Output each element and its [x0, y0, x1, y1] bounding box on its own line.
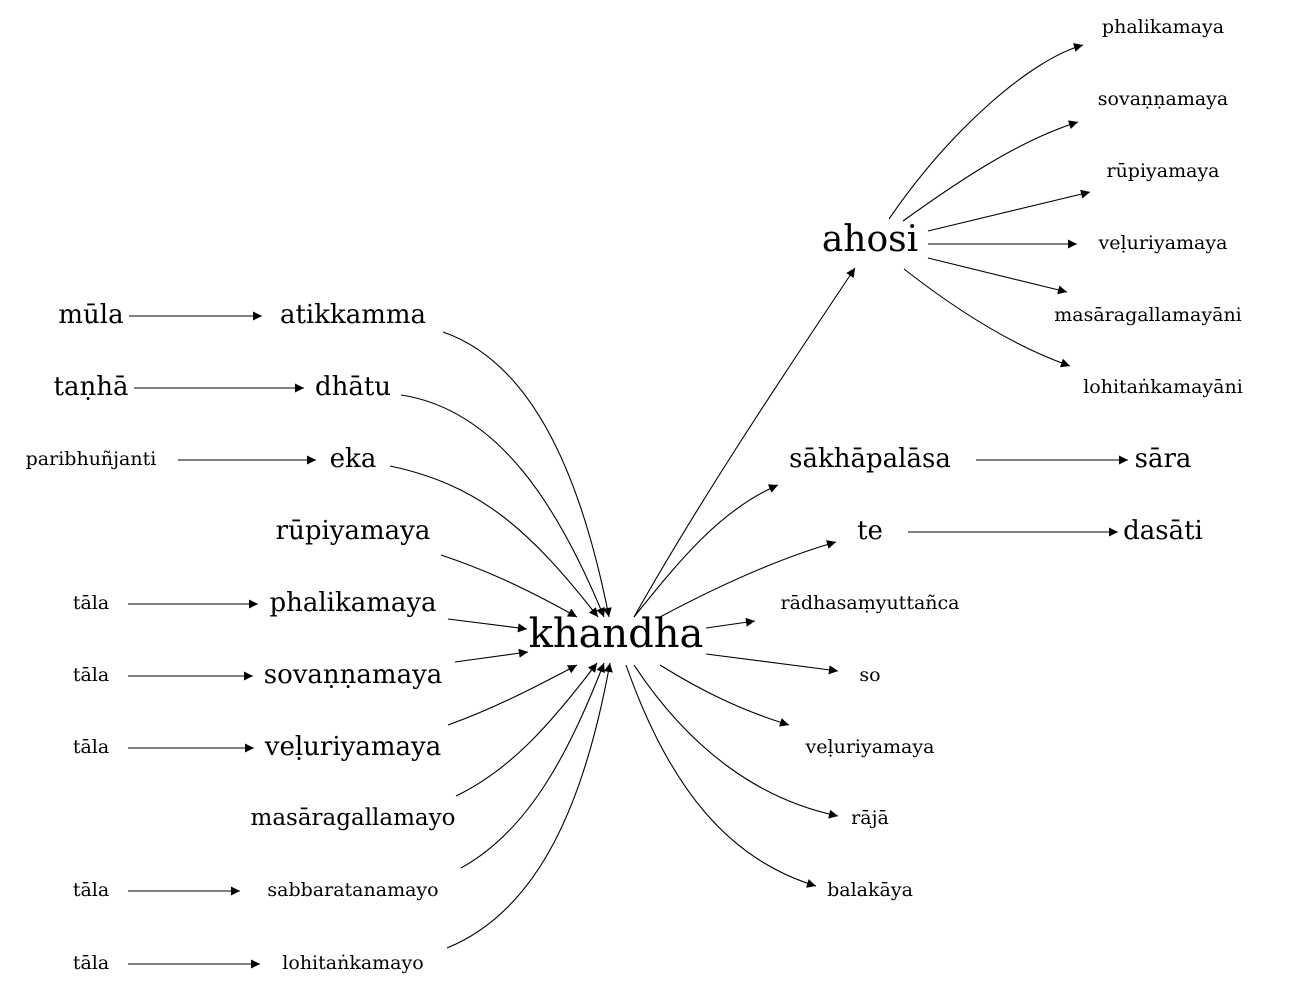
edge-ahosi-to-phalikamaya_r: [888, 43, 1084, 220]
node-sakhapalasa[interactable]: sākhāpalāsa: [789, 444, 951, 474]
node-sovannamaya_l[interactable]: sovaṇṇamaya: [264, 660, 443, 690]
edge-khandha-to-ahosi: [633, 267, 856, 618]
node-te[interactable]: te: [857, 516, 883, 546]
node-atikkamma[interactable]: atikkamma: [280, 300, 426, 330]
node-tala4[interactable]: tāla: [73, 879, 109, 901]
node-rupiyamaya_r[interactable]: rūpiyamaya: [1106, 160, 1219, 182]
node-veluriyamaya_r2[interactable]: veḷuriyamaya: [805, 736, 935, 758]
edge-khandha-to-balakaya: [625, 664, 817, 888]
edge-eka-to-khandha: [389, 465, 599, 618]
edge-ahosi-to-rupiyamaya_r: [927, 189, 1091, 232]
node-mula[interactable]: mūla: [58, 300, 123, 330]
edge-layer: [128, 43, 1128, 969]
node-lohitankamayo[interactable]: lohitaṅkamayo: [282, 952, 423, 974]
edge-atikkamma-to-khandha: [442, 331, 612, 618]
edge-ahosi-to-lohitankamayani: [903, 268, 1071, 368]
edge-khandha-to-veluriyamaya_r2: [659, 664, 790, 727]
node-balakaya[interactable]: balakāya: [827, 879, 913, 901]
node-paribhunjanti[interactable]: paribhuñjanti: [26, 448, 157, 470]
node-tala1[interactable]: tāla: [73, 592, 109, 614]
node-tala2[interactable]: tāla: [73, 664, 109, 686]
node-veluriyamaya_l[interactable]: veḷuriyamaya: [264, 732, 441, 762]
node-sara[interactable]: sāra: [1135, 444, 1192, 474]
node-masaragallamayani[interactable]: masāragallamayāni: [1054, 304, 1242, 326]
node-tala5[interactable]: tāla: [73, 952, 109, 974]
edge-dhatu-to-khandha: [400, 394, 605, 618]
edge-ahosi-to-sovannamaya_r: [902, 120, 1079, 222]
edge-khandha-to-radhasamyuttanca: [705, 617, 756, 629]
node-sabbaratanamayo[interactable]: sabbaratanamayo: [267, 879, 438, 901]
node-ahosi[interactable]: ahosi: [822, 219, 918, 260]
node-masaragallamayo[interactable]: masāragallamayo: [251, 805, 456, 831]
node-tanha[interactable]: taṇhā: [54, 372, 129, 402]
node-radhasamyuttanca[interactable]: rādhasaṃyuttañca: [780, 592, 959, 614]
edge-veluriyamaya_l-to-khandha: [447, 664, 578, 726]
node-layer: khandha ahosi atikkamma dhātu eka rūpiyamaya p…: [26, 16, 1243, 974]
edge-khandha-to-sakhapalasa: [633, 484, 779, 618]
edge-khandha-to-raja: [633, 664, 839, 819]
node-khandha[interactable]: khandha: [529, 611, 704, 657]
edge-rupiyamaya_l-to-khandha: [440, 554, 578, 618]
edge-phalikamaya_l-to-khandha: [447, 618, 528, 633]
edge-masaragallamayo-to-khandha: [455, 662, 598, 797]
node-lohitankamayani[interactable]: lohitaṅkamayāni: [1083, 376, 1243, 398]
node-dhatu[interactable]: dhātu: [315, 372, 391, 402]
edge-ahosi-to-masaragallamayani: [927, 257, 1068, 295]
node-tala3[interactable]: tāla: [73, 736, 109, 758]
edge-khandha-to-so: [705, 653, 839, 675]
node-sovannamaya_r[interactable]: sovaṇṇamaya: [1098, 88, 1228, 110]
node-phalikamaya_r[interactable]: phalikamaya: [1102, 16, 1224, 38]
edge-sovannamaya_l-to-khandha: [454, 648, 529, 663]
edge-lohitankamayo-to-khandha: [446, 662, 613, 949]
node-raja[interactable]: rājā: [851, 807, 889, 829]
node-rupiyamaya_l[interactable]: rūpiyamaya: [276, 516, 431, 546]
edge-khandha-to-te: [659, 540, 837, 618]
edge-sabbaratanamayo-to-khandha: [460, 662, 605, 869]
node-veluriyamaya_r1[interactable]: veḷuriyamaya: [1098, 232, 1228, 254]
node-phalikamaya_l[interactable]: phalikamaya: [269, 588, 436, 618]
node-so[interactable]: so: [859, 664, 880, 686]
node-eka[interactable]: eka: [330, 444, 377, 474]
node-dasati[interactable]: dasāti: [1123, 516, 1203, 546]
